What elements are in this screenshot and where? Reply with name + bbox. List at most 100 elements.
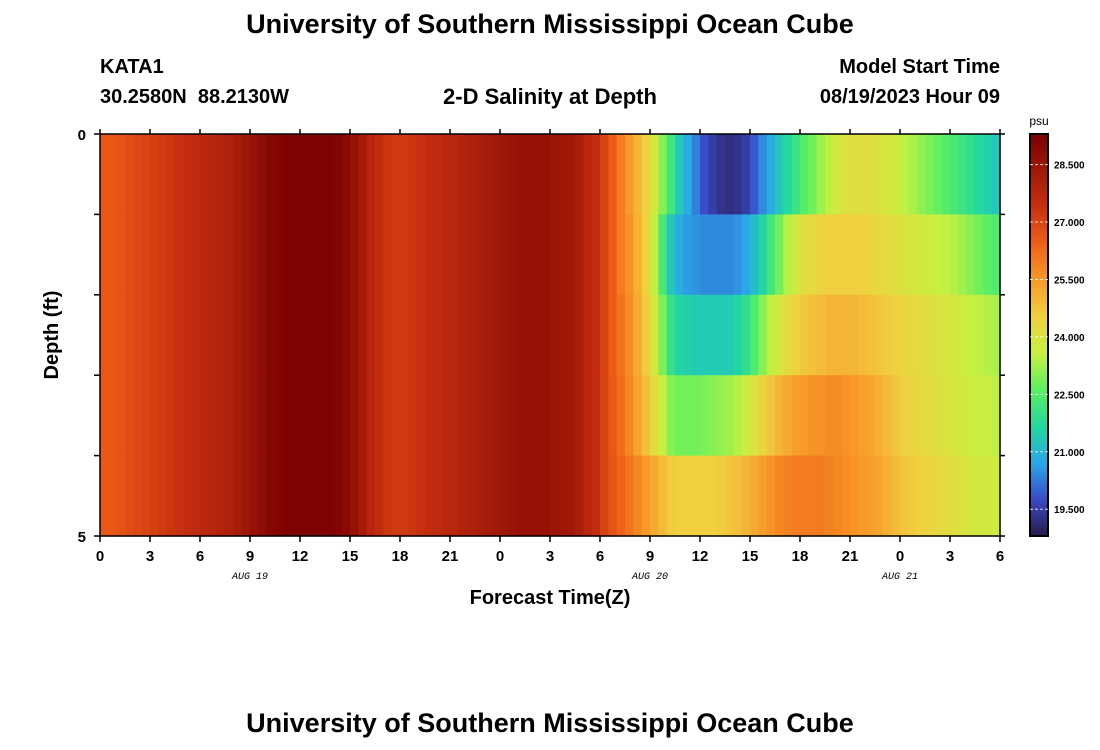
heatmap-cell (733, 214, 743, 296)
heatmap-cell (283, 455, 293, 537)
heatmap-cell (783, 375, 793, 457)
heatmap-cell (191, 294, 201, 376)
heatmap-cell (633, 455, 643, 537)
colorbar-tick-label: 28.500 (1054, 161, 1085, 172)
heatmap-cell (425, 134, 434, 215)
heatmap-cell (691, 294, 701, 376)
x-tick-label: 12 (692, 548, 709, 565)
heatmap-cell (966, 214, 976, 296)
heatmap-cell (833, 294, 843, 376)
heatmap-cell (383, 294, 393, 376)
heatmap-cell (608, 375, 618, 457)
heatmap-cell (866, 294, 876, 376)
heatmap-cell (391, 375, 401, 457)
heatmap-cell (358, 214, 368, 296)
heatmap-cell (841, 214, 851, 296)
heatmap-cell (391, 214, 401, 296)
heatmap-cell (625, 375, 634, 457)
colorbar-tick-label: 21.000 (1054, 448, 1085, 459)
heatmap-cell (458, 294, 468, 376)
heatmap-cell (816, 134, 826, 215)
heatmap-cell (766, 294, 776, 376)
heatmap-cell (583, 134, 593, 215)
heatmap-cell (766, 455, 776, 537)
heatmap-cell (841, 134, 851, 215)
heatmap-cell (666, 375, 676, 457)
heatmap-cell (783, 134, 793, 215)
heatmap-cell (216, 134, 226, 215)
heatmap-cell (133, 455, 143, 537)
heatmap-cell (750, 214, 759, 296)
heatmap-cell (758, 455, 768, 537)
heatmap-cell (425, 214, 434, 296)
heatmap-cell (158, 134, 168, 215)
x-tick-label: 21 (842, 548, 859, 565)
heatmap-cell (616, 294, 626, 376)
heatmap-cell (816, 375, 826, 457)
heatmap-cell (991, 455, 1001, 537)
heatmap-cell (366, 455, 376, 537)
heatmap-cell (250, 455, 259, 537)
heatmap-cell (833, 375, 843, 457)
heatmap-cell (233, 455, 243, 537)
heatmap-cell (125, 455, 134, 537)
heatmap-cell (683, 375, 693, 457)
heatmap-cell (866, 214, 876, 296)
heatmap-cell (791, 375, 801, 457)
heatmap-cell (650, 455, 659, 537)
heatmap-cell (591, 375, 601, 457)
heatmap-cell (341, 134, 351, 215)
heatmap-cell (983, 455, 993, 537)
heatmap-cell (233, 294, 243, 376)
heatmap-cell (716, 375, 726, 457)
heatmap-cell (941, 134, 951, 215)
heatmap-cell (825, 214, 834, 296)
heatmap-cell (850, 455, 859, 537)
colorbar-tick-label: 19.500 (1054, 505, 1085, 516)
heatmap-cell (533, 134, 543, 215)
heatmap-cell (141, 294, 151, 376)
heatmap-cell (183, 214, 193, 296)
heatmap-cell (400, 455, 409, 537)
heatmap-cell (233, 214, 243, 296)
heatmap-cell (916, 455, 926, 537)
heatmap-cell (616, 214, 626, 296)
heatmap-cell (125, 294, 134, 376)
heatmap-cell (983, 294, 993, 376)
heatmap-cell (675, 455, 684, 537)
heatmap-cell (650, 375, 659, 457)
heatmap-cell (508, 214, 518, 296)
heatmap-cell (183, 375, 193, 457)
heatmap-cell (758, 214, 768, 296)
heatmap-cell (783, 455, 793, 537)
heatmap-cell (725, 214, 734, 296)
heatmap-cell (333, 455, 343, 537)
heatmap-cell (258, 375, 268, 457)
heatmap-cell (708, 375, 718, 457)
heatmap-cell (708, 294, 718, 376)
heatmap-cell (266, 134, 276, 215)
heatmap-cell (716, 455, 726, 537)
heatmap-cell (633, 294, 643, 376)
heatmap-cell (616, 455, 626, 537)
heatmap-cell (658, 134, 668, 215)
heatmap-cell (800, 375, 809, 457)
heatmap-cell (775, 375, 784, 457)
heatmap-cell (158, 455, 168, 537)
heatmap-cell (866, 134, 876, 215)
heatmap-cell (683, 455, 693, 537)
heatmap-cell (758, 375, 768, 457)
heatmap-cell (483, 455, 493, 537)
heatmap-cell (316, 134, 326, 215)
heatmap-cell (891, 375, 901, 457)
heatmap-cell (950, 455, 959, 537)
heatmap-cell (908, 375, 918, 457)
heatmap-cell (358, 375, 368, 457)
heatmap-cell (833, 455, 843, 537)
x-tick-label: 3 (946, 548, 954, 565)
y-axis-label: Depth (ft) (41, 291, 63, 380)
heatmap-cell (275, 455, 284, 537)
heatmap-cell (825, 294, 834, 376)
heatmap-cell (291, 375, 301, 457)
heatmap-cell (691, 455, 701, 537)
